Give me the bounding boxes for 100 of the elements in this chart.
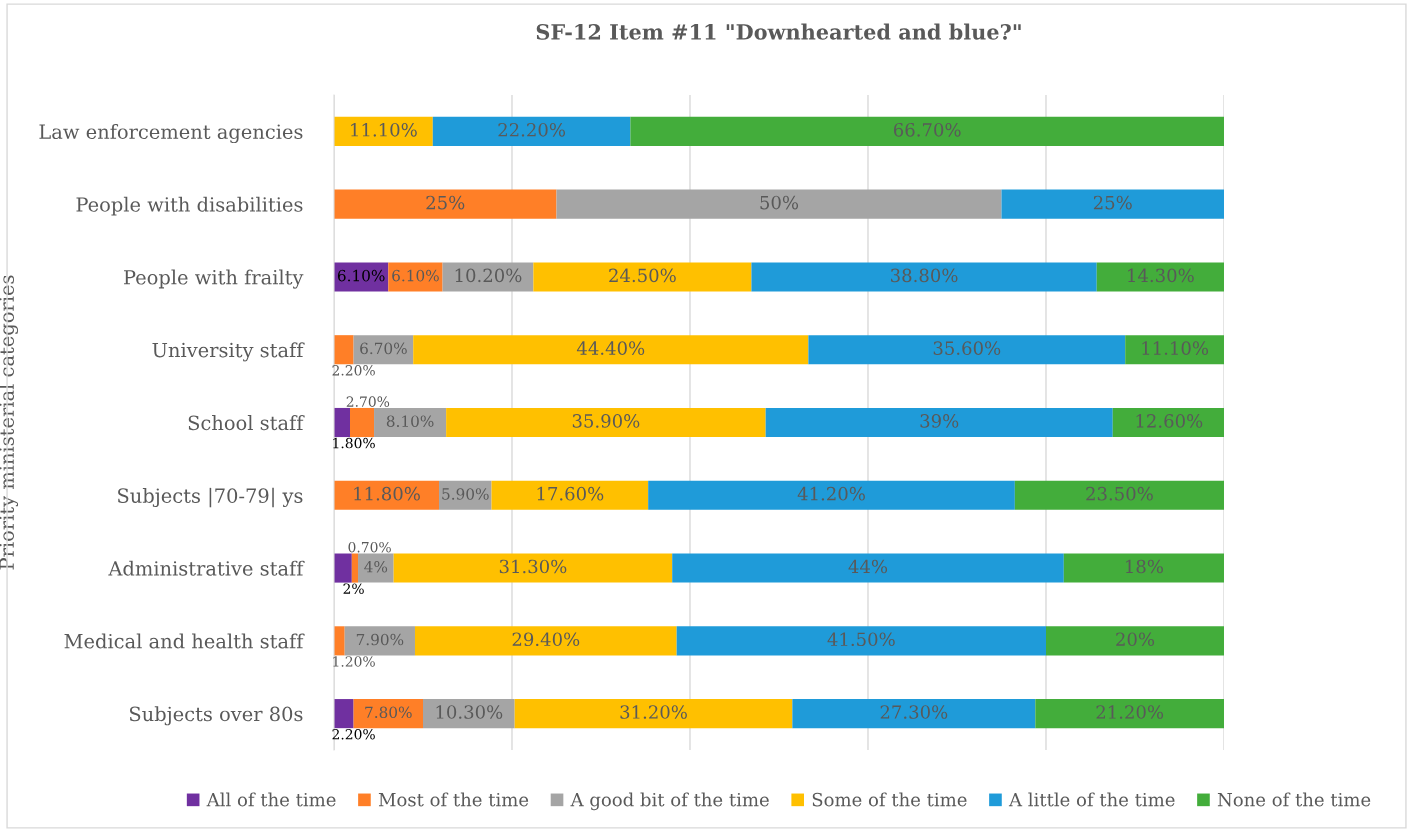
- legend-label: A good bit of the time: [570, 792, 769, 811]
- chart-title: SF-12 Item #11 "Downhearted and blue?": [536, 23, 1021, 40]
- bar: [393, 553, 673, 583]
- data-label: 10.30%: [436, 705, 503, 719]
- bar: [374, 407, 447, 438]
- bar: [792, 699, 1036, 729]
- data-label: 11.10%: [351, 122, 417, 137]
- y-tick-label: Law enforcement agencies: [39, 124, 303, 144]
- data-label: 25%: [426, 195, 465, 210]
- bar: [334, 335, 354, 365]
- y-tick-label: People with disabilities: [76, 196, 303, 216]
- bar: [334, 262, 389, 292]
- y-tick-label: Medical and health staff: [64, 633, 305, 649]
- data-label: 2.70%: [346, 396, 390, 407]
- legend-label: Some of the time: [812, 792, 967, 807]
- bar: [630, 116, 1224, 146]
- data-label: 0.70%: [348, 541, 391, 553]
- y-tick-label: School staff: [188, 415, 305, 431]
- bar: [1001, 189, 1224, 219]
- bar: [533, 262, 752, 292]
- data-label: 35.90%: [572, 414, 640, 428]
- bar: [432, 116, 631, 146]
- y-tick-label: University staff: [152, 342, 305, 362]
- bar: [334, 553, 352, 583]
- data-label: 27.30%: [880, 705, 948, 719]
- bar: [514, 699, 793, 729]
- bar: [751, 262, 1097, 292]
- data-label: 44.40%: [576, 341, 645, 355]
- bar: [491, 480, 649, 510]
- bar: [334, 626, 345, 656]
- data-label: 20%: [1116, 632, 1155, 647]
- bar: [556, 189, 1002, 219]
- y-tick-label: Subjects |70-79| ys: [118, 487, 303, 508]
- data-label: 8.10%: [386, 415, 434, 427]
- data-label: 2%: [343, 583, 364, 594]
- bar: [1046, 626, 1224, 656]
- bar: [344, 626, 415, 656]
- y-tick-label: People with frailty: [124, 269, 304, 289]
- data-label: 21.20%: [1096, 705, 1164, 719]
- bar: [334, 407, 351, 438]
- data-label: 1.80%: [333, 437, 375, 449]
- bar: [413, 335, 809, 365]
- bar: [676, 626, 1046, 656]
- data-label: 23.50%: [1086, 486, 1153, 501]
- bar: [446, 407, 766, 438]
- bar: [423, 699, 515, 729]
- legend-label: All of the time: [206, 792, 336, 807]
- legend-label: None of the time: [1217, 792, 1371, 807]
- bar: [334, 699, 354, 729]
- bar: [1112, 407, 1224, 438]
- bar: [808, 335, 1126, 365]
- data-label: 22.20%: [498, 122, 566, 137]
- data-label: 5.90%: [442, 488, 489, 500]
- data-label: 31.30%: [499, 559, 567, 574]
- data-label: 12.60%: [1136, 414, 1203, 428]
- bar: [388, 262, 443, 292]
- bar: [1014, 480, 1224, 510]
- bar: [1125, 335, 1224, 365]
- data-label: 7.80%: [365, 706, 412, 719]
- data-label: 6.70%: [360, 342, 407, 355]
- data-label: 18%: [1126, 559, 1163, 574]
- data-label: 6.10%: [337, 269, 385, 282]
- data-label: 44%: [848, 559, 888, 574]
- data-label: 39%: [920, 414, 959, 428]
- data-label: 35.60%: [933, 341, 1001, 355]
- data-label: 11.80%: [354, 486, 420, 501]
- data-label: 41.50%: [827, 632, 895, 647]
- data-label: 10.20%: [455, 268, 522, 283]
- bar: [351, 553, 359, 583]
- legend-label: A little of the time: [1008, 792, 1175, 807]
- data-label: 7.90%: [356, 633, 404, 646]
- data-label: 38.80%: [891, 268, 958, 283]
- legend-label: Most of the time: [378, 792, 529, 807]
- bar: [439, 480, 492, 510]
- data-label: 41.20%: [797, 486, 865, 501]
- data-label: 17.60%: [537, 486, 604, 501]
- bar: [358, 553, 394, 583]
- bar: [353, 699, 423, 729]
- bar: [1096, 262, 1224, 292]
- data-label: 6.10%: [392, 269, 439, 282]
- bar: [350, 407, 375, 438]
- bar: [672, 553, 1064, 583]
- bar: [414, 626, 677, 656]
- bar: [353, 335, 414, 365]
- bar: [648, 480, 1015, 510]
- data-label: 2.20%: [332, 365, 375, 376]
- data-label: 24.50%: [609, 268, 676, 283]
- data-label: 31.20%: [620, 705, 687, 719]
- data-label: 1.20%: [333, 656, 375, 667]
- bar: [765, 407, 1113, 438]
- bar: [442, 262, 534, 292]
- data-label: 11.10%: [1142, 341, 1209, 355]
- data-label: 66.70%: [893, 122, 961, 137]
- data-label: 29.40%: [512, 632, 580, 647]
- data-label: 14.30%: [1128, 268, 1194, 283]
- bar: [334, 189, 557, 219]
- bar: [1063, 553, 1224, 583]
- y-tick-label: Administrative staff: [108, 560, 305, 576]
- data-label: 25%: [1093, 195, 1132, 210]
- y-tick-label: Subjects over 80s: [130, 706, 303, 726]
